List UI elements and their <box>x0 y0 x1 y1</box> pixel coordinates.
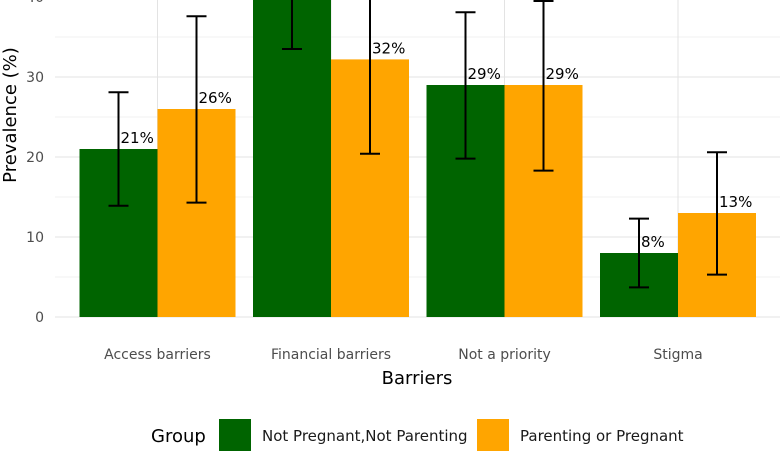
x-tick-label: Financial barriers <box>271 347 391 363</box>
y-axis-title: Prevalence (%) <box>0 47 21 183</box>
data-labels: 21% 29% 8% 26% 32% 29% 13% <box>121 39 753 251</box>
bars <box>79 0 756 318</box>
data-label: 32% <box>372 39 405 57</box>
data-label: 29% <box>468 65 501 83</box>
legend-label-not-pregnant: Not Pregnant,Not Parenting <box>262 427 468 445</box>
data-label: 8% <box>641 233 665 251</box>
legend-label-parenting: Parenting or Pregnant <box>520 427 684 445</box>
y-tick-label: 40 <box>26 0 44 6</box>
legend-swatch-parenting <box>477 419 509 451</box>
data-label: 13% <box>719 193 752 211</box>
bar <box>253 0 331 317</box>
data-label: 21% <box>121 129 154 147</box>
x-axis-title: Barriers <box>382 368 453 389</box>
legend: Group Not Pregnant,Not Parenting Parenti… <box>151 419 684 451</box>
data-label: 26% <box>199 89 232 107</box>
x-tick-label: Stigma <box>653 347 702 363</box>
error-bars <box>108 0 727 289</box>
data-label: 29% <box>546 65 579 83</box>
y-tick-label: 10 <box>26 230 44 246</box>
y-tick-label: 30 <box>26 70 44 86</box>
y-axis-ticks: 0 10 20 30 40 <box>26 0 44 326</box>
legend-title: Group <box>151 426 206 447</box>
x-tick-label: Access barriers <box>104 347 211 363</box>
y-tick-label: 0 <box>35 310 44 326</box>
x-axis-ticks: Access barriers Financial barriers Not a p… <box>104 347 703 363</box>
x-tick-label: Not a priority <box>458 347 551 363</box>
y-tick-label: 20 <box>26 150 44 166</box>
legend-swatch-not-pregnant <box>219 419 251 451</box>
